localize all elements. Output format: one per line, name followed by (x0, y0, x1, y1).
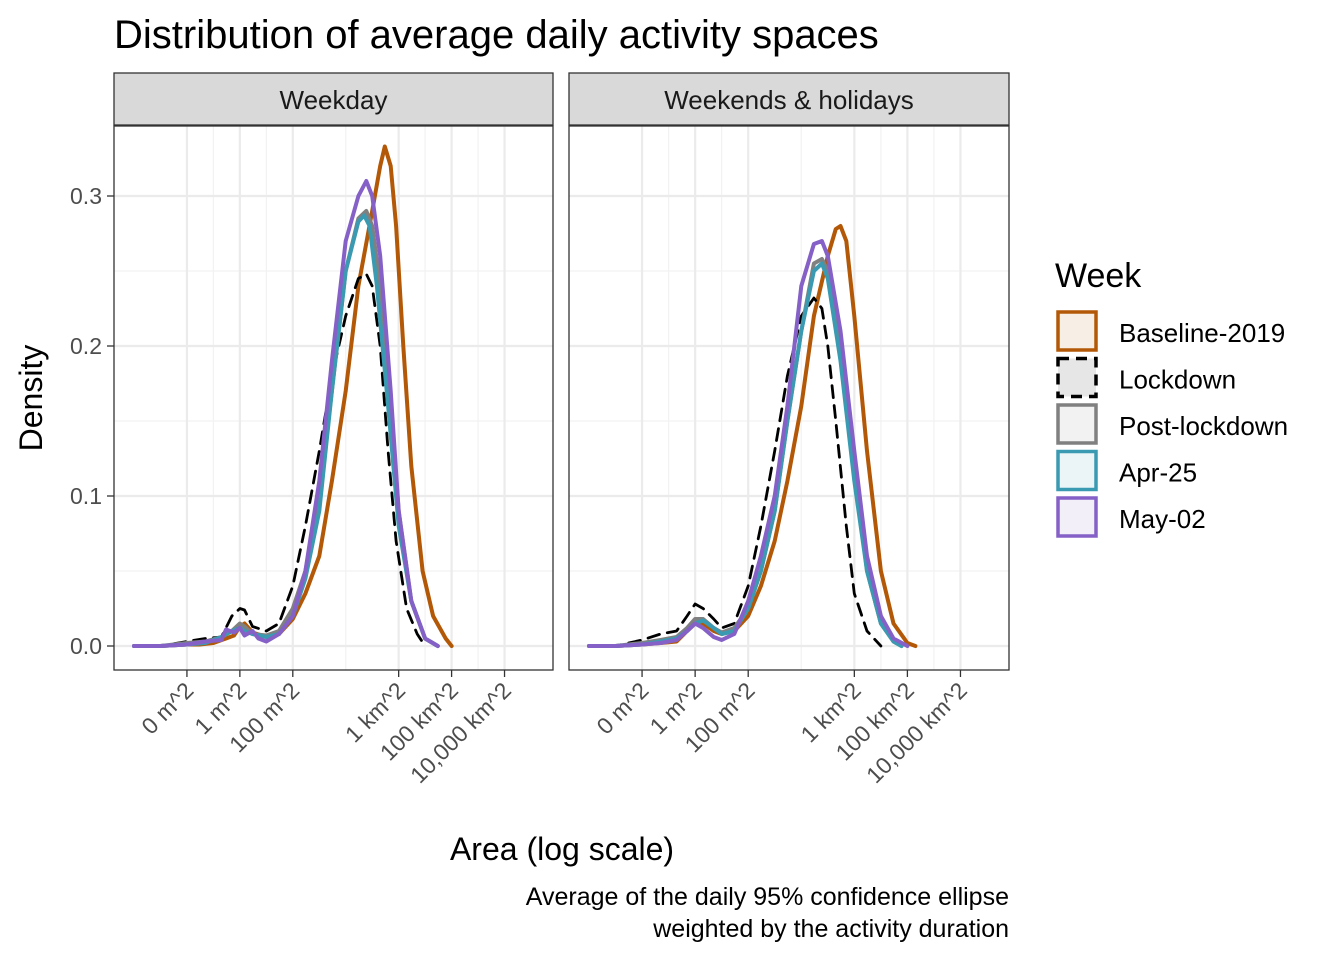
facet-strip (568, 72, 1010, 126)
chart-title: Distribution of average daily activity s… (114, 13, 879, 57)
legend-label: Post-lockdown (1119, 411, 1288, 441)
legend-label: Lockdown (1119, 365, 1236, 395)
series-line-may-02 (587, 239, 910, 648)
facet-strip (113, 72, 554, 126)
legend-item-post-lockdown: Post-lockdown (1056, 403, 1288, 445)
caption-line-1: Average of the daily 95% confidence elli… (526, 883, 1009, 911)
y-tick-label: 0.3 (70, 183, 102, 209)
legend-label: Apr-25 (1119, 458, 1197, 488)
legend-item-may-02: May-02 (1056, 496, 1206, 538)
legend-label: May-02 (1119, 504, 1206, 534)
facet-strip-label: Weekends & holidays (664, 85, 914, 115)
y-tick-label: 0.2 (70, 333, 102, 359)
series-line-lockdown (587, 296, 883, 648)
legend-key (1056, 356, 1098, 399)
y-axis-title: Density (13, 345, 49, 452)
panel-border (568, 125, 1010, 671)
legend-item-lockdown: Lockdown (1056, 356, 1236, 399)
panel-border (113, 125, 554, 671)
y-axis: 0.0 0.1 0.2 0.3 (70, 183, 114, 659)
legend-key (1056, 403, 1098, 445)
x-tick-label: 0 m^2 (136, 677, 198, 739)
facet-strip-label: Weekday (280, 85, 388, 115)
legend-item-apr-25: Apr-25 (1056, 449, 1197, 492)
legend-label: Baseline-2019 (1119, 318, 1285, 348)
legend: Week Baseline-2019 Lockdown Post-lockdown A… (1055, 257, 1288, 538)
caption-line-2: weighted by the activity duration (652, 915, 1009, 943)
panel-background (114, 126, 553, 670)
series-line-may-02 (132, 179, 440, 648)
x-tick-label: 0 m^2 (591, 677, 653, 739)
legend-key (1056, 449, 1098, 492)
legend-key (1056, 496, 1098, 538)
y-tick-label: 0.1 (70, 483, 102, 509)
legend-title: Week (1055, 257, 1142, 295)
legend-key (1056, 310, 1098, 352)
grid (114, 126, 553, 670)
y-tick-label: 0.0 (70, 633, 102, 659)
x-axis-title: Area (log scale) (450, 831, 674, 867)
legend-item-baseline-2019: Baseline-2019 (1056, 310, 1285, 352)
